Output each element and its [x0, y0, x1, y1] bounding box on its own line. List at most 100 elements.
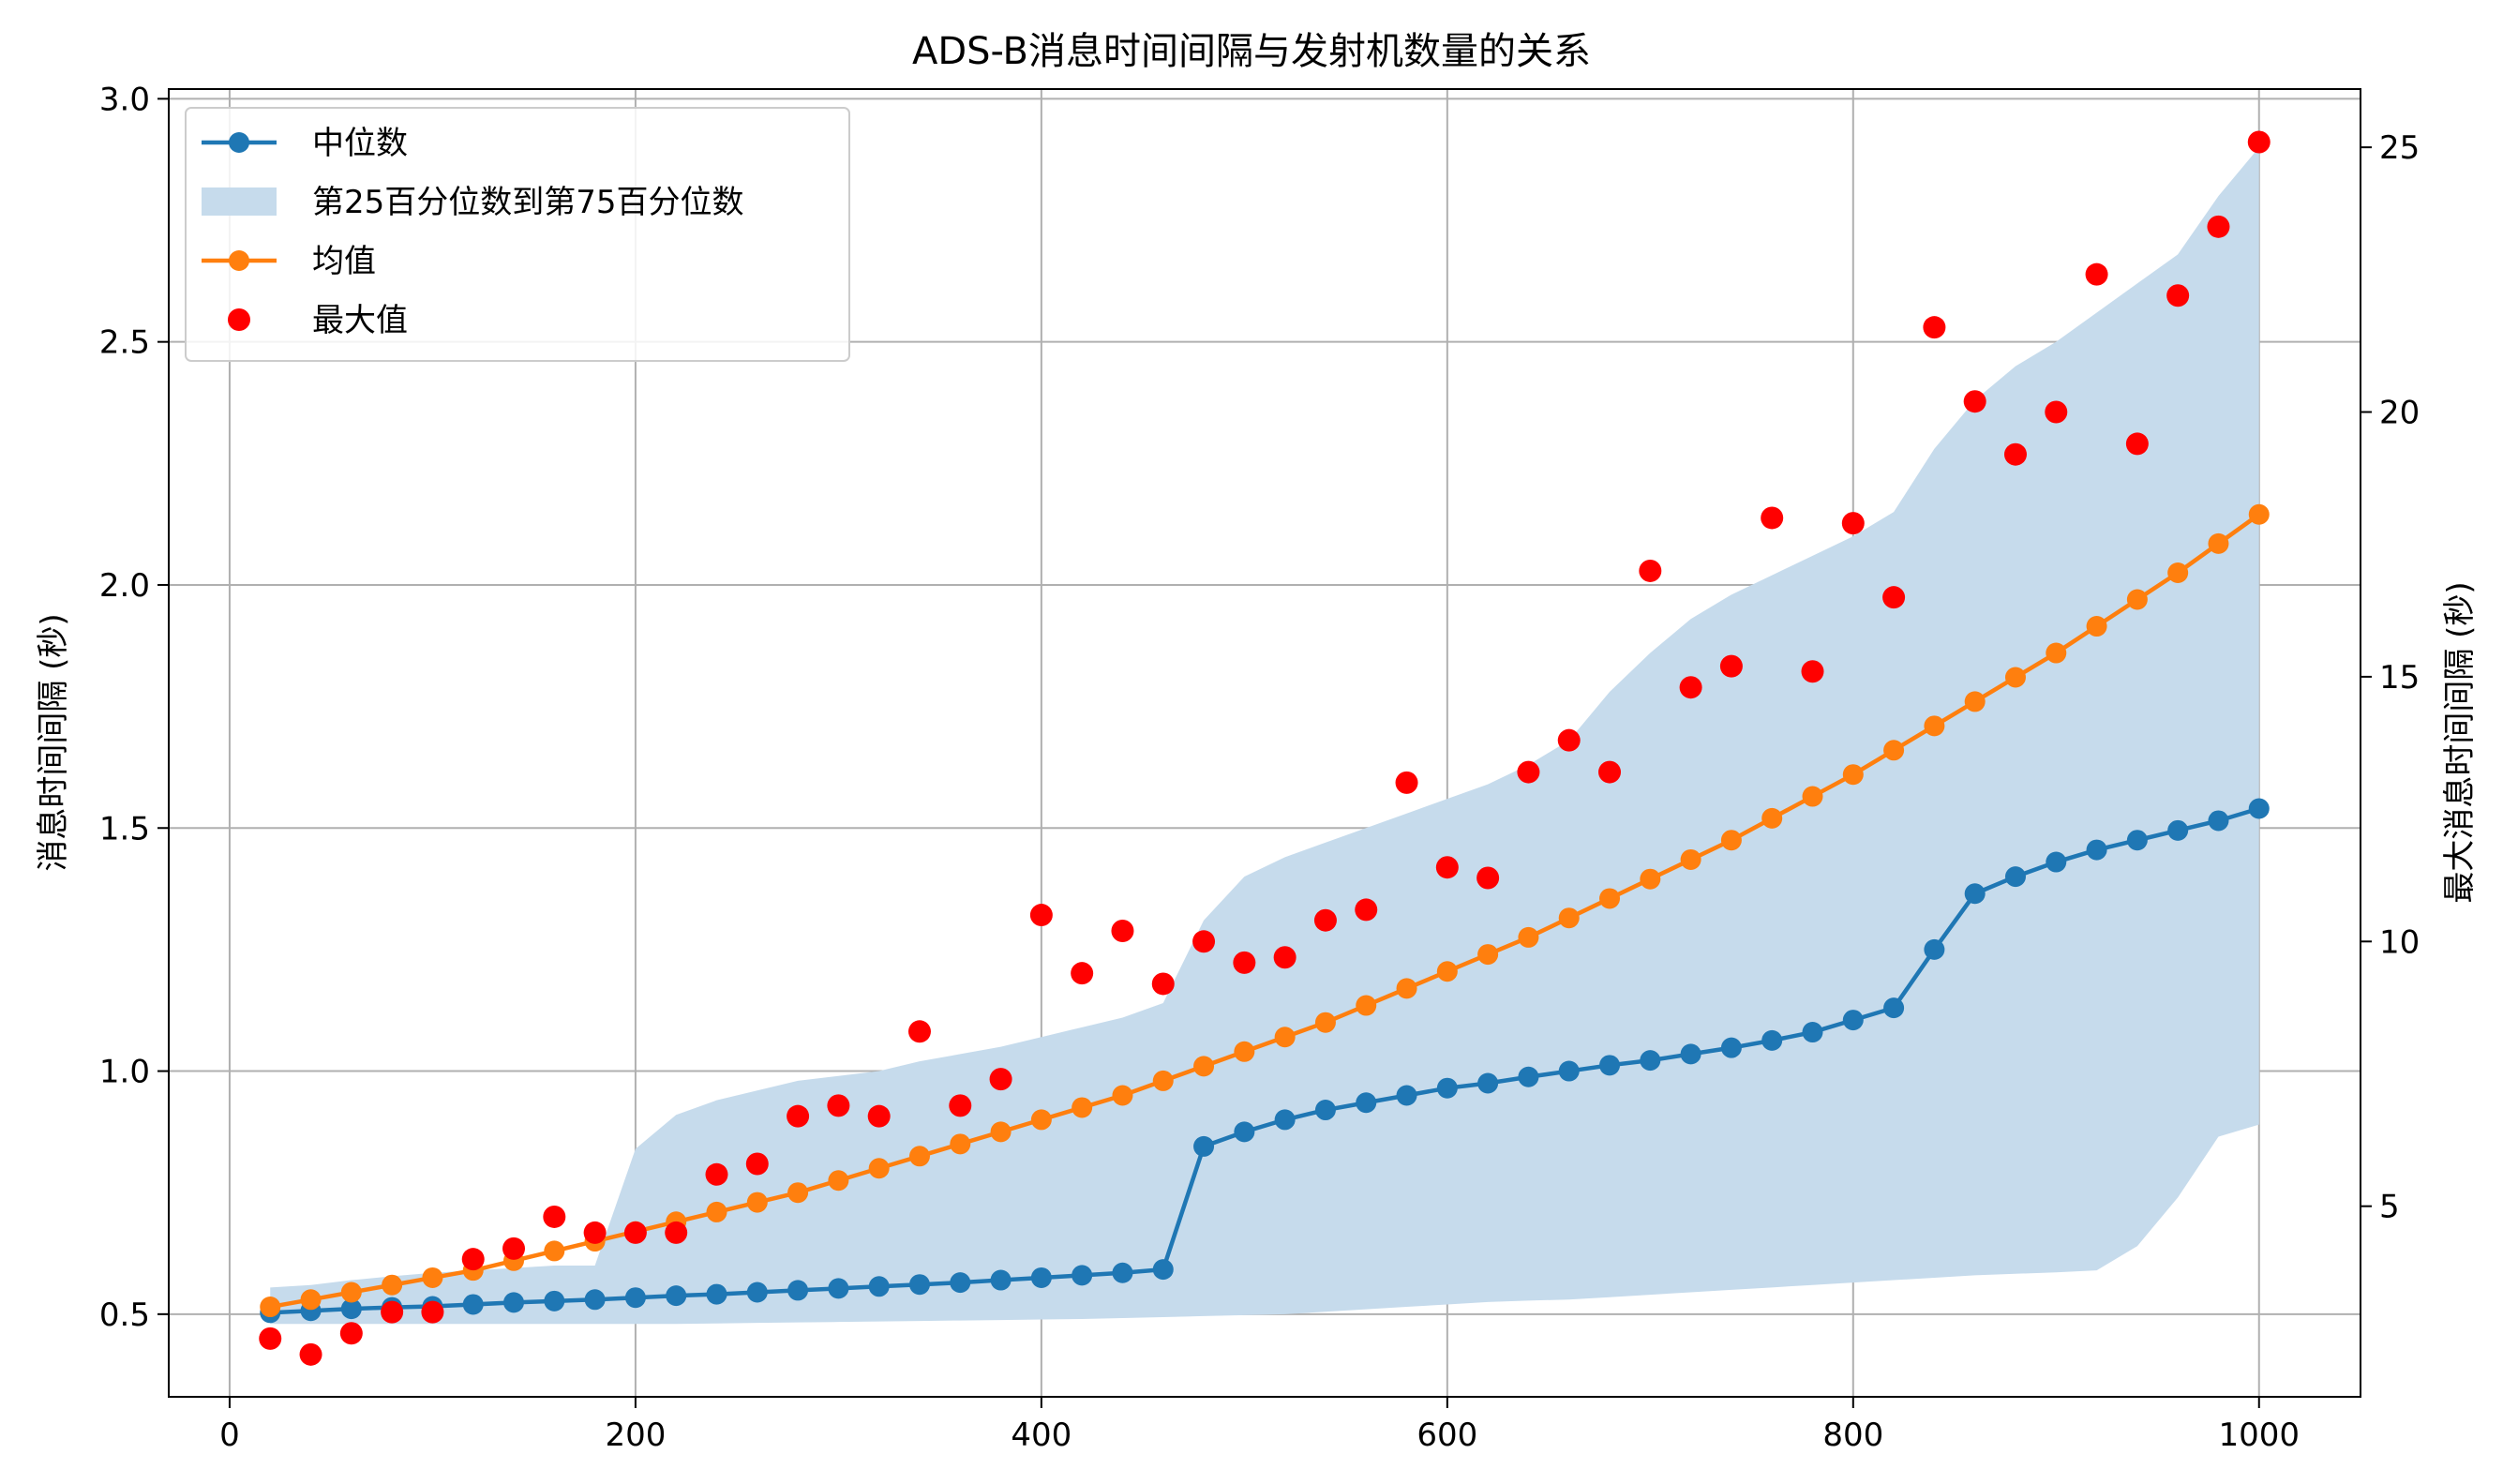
max-point [2085, 262, 2108, 286]
median-point [1112, 1262, 1133, 1283]
median-point [1558, 1060, 1580, 1082]
y-right-tick-label: 25 [2379, 129, 2420, 167]
max-point [2003, 442, 2027, 466]
max-point [2207, 215, 2230, 238]
median-point [1640, 1050, 1661, 1072]
max-point [502, 1237, 526, 1260]
median-point [1680, 1043, 1701, 1065]
max-point [2125, 432, 2149, 456]
mean-point [868, 1158, 890, 1179]
max-point [543, 1205, 566, 1228]
max-point [381, 1300, 404, 1324]
mean-point [828, 1170, 849, 1192]
median-point [1477, 1072, 1499, 1094]
median-point [828, 1278, 849, 1299]
x-tick-label: 600 [1416, 1417, 1477, 1454]
max-point [1111, 919, 1134, 942]
legend-handle-scatter [228, 308, 250, 331]
median-point [2004, 866, 2026, 888]
max-point [2166, 284, 2190, 307]
median-point [1842, 1010, 1864, 1031]
x-tick-label: 400 [1011, 1417, 1072, 1454]
median-point [1883, 997, 1905, 1019]
max-point [1882, 586, 1906, 609]
mean-point [990, 1121, 1012, 1143]
median-point [2248, 798, 2270, 819]
max-point [827, 1094, 850, 1117]
mean-point [1030, 1109, 1052, 1131]
max-point [1476, 866, 1500, 890]
mean-point [950, 1133, 971, 1155]
median-point [1274, 1109, 1296, 1131]
max-point [623, 1221, 647, 1244]
max-point [1639, 559, 1662, 582]
max-point [1071, 962, 1094, 985]
mean-point [1274, 1027, 1296, 1048]
mean-point [300, 1289, 322, 1311]
mean-point [260, 1297, 281, 1318]
median-point [2086, 839, 2107, 861]
mean-point [1112, 1085, 1133, 1106]
median-point [1761, 1029, 1783, 1051]
max-point [705, 1162, 728, 1186]
mean-point [1356, 995, 1377, 1016]
legend-label: 第25百分位数到第75百分位数 [312, 184, 744, 221]
mean-point [2046, 642, 2067, 664]
max-point [461, 1248, 485, 1271]
max-point [989, 1068, 1012, 1091]
mean-point [1152, 1070, 1174, 1091]
max-point [1761, 506, 1784, 530]
mean-point [1314, 1012, 1336, 1033]
mean-point [340, 1282, 362, 1303]
mean-point [1964, 691, 1986, 712]
max-point [907, 1020, 931, 1043]
mean-point [1883, 740, 1905, 761]
median-point [2208, 810, 2229, 832]
y-left-tick-label: 2.5 [99, 324, 150, 362]
median-point [1072, 1265, 1093, 1286]
median-point [1396, 1085, 1417, 1106]
mean-point [1680, 848, 1701, 870]
max-point [1923, 316, 1946, 339]
mean-point [2167, 562, 2189, 583]
y-right-axis-ticks: 5 10 15 20 25 [2361, 129, 2420, 1226]
y-left-axis-ticks: 0.5 1.0 1.5 2.0 2.5 3.0 [99, 81, 169, 1334]
mean-point [1720, 830, 1742, 851]
max-point [787, 1104, 810, 1128]
mean-point [787, 1182, 809, 1204]
max-point [1313, 908, 1337, 932]
legend-handle-band [202, 187, 277, 216]
max-point [583, 1221, 607, 1244]
mean-point [1842, 764, 1864, 786]
max-point [2247, 130, 2271, 154]
y-left-tick-label: 1.0 [99, 1054, 150, 1091]
max-point [665, 1221, 688, 1244]
median-point [1234, 1121, 1255, 1143]
legend-label: 均值 [312, 243, 376, 280]
max-point [1963, 390, 1986, 413]
median-point [1599, 1055, 1621, 1076]
max-point [1233, 951, 1256, 974]
plot-frame [168, 88, 2361, 1398]
mean-point [1436, 961, 1458, 982]
median-point [462, 1294, 484, 1315]
median-point [584, 1289, 606, 1311]
median-point [787, 1280, 809, 1301]
max-point [867, 1104, 891, 1128]
legend-handle-marker [229, 132, 249, 153]
median-point [1436, 1077, 1458, 1099]
chart-title: ADS-B消息时间间隔与发射机数量的关系 [912, 30, 1591, 73]
median-point [624, 1287, 646, 1309]
x-tick-label: 800 [1822, 1417, 1883, 1454]
median-point [868, 1276, 890, 1297]
legend-label: 中位数 [312, 125, 408, 162]
median-point [746, 1282, 768, 1303]
mean-point [1396, 978, 1417, 999]
max-point [1557, 728, 1581, 752]
mean-point [422, 1267, 443, 1288]
median-point [2167, 819, 2189, 841]
median-point [503, 1292, 525, 1313]
legend-box [185, 107, 850, 362]
max-point [1719, 654, 1743, 678]
